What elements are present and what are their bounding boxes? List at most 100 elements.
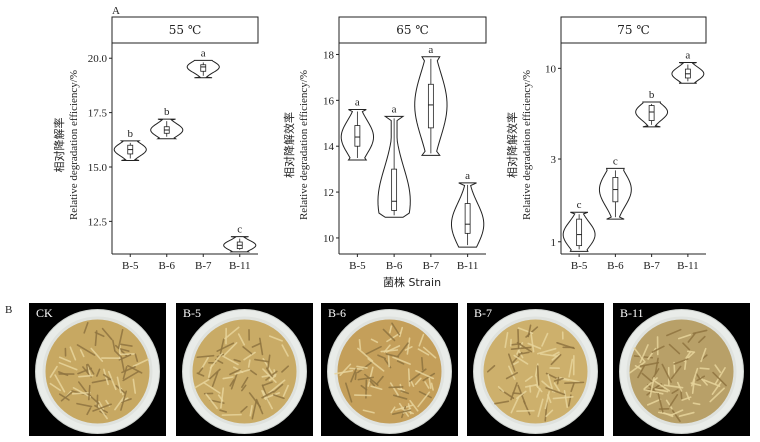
straw-strand [665, 399, 673, 410]
y-tick-label: 15.0 [88, 162, 108, 174]
straw-strand [643, 388, 664, 395]
straw-strand [654, 388, 669, 393]
photo-label-b7: B-7 [474, 306, 492, 320]
straw-strand [83, 322, 89, 334]
straw-strand [113, 349, 123, 359]
title-strip [338, 16, 487, 44]
straw-strand [517, 328, 520, 350]
straw-strand [370, 385, 383, 391]
straw-strand [536, 365, 540, 386]
straw-strand [417, 348, 430, 356]
letter-b-7: b [649, 89, 655, 101]
straw-strand [393, 394, 408, 400]
y-tick-label: 17.5 [88, 108, 108, 120]
straw-strand [95, 402, 108, 420]
straw-strand [203, 381, 221, 394]
y-tick-label: 10 [545, 63, 557, 75]
straw-strand [194, 378, 210, 389]
straw-bed [483, 319, 588, 424]
straw-strand [120, 343, 133, 347]
straw-strand [685, 391, 691, 401]
straw-strand [510, 396, 520, 414]
box-b-7 [427, 83, 434, 129]
straw-strand [409, 399, 419, 412]
chart-75c: 相对降解效率 Relative degradation efficiency/%… [505, 16, 707, 272]
straw-strand [508, 365, 516, 380]
chart-65c: 相对降解效率 Relative degradation efficiency/%… [282, 16, 487, 272]
title-strip [111, 16, 259, 44]
straw-strand [92, 403, 112, 412]
straw-strand [400, 390, 410, 395]
letter-b-6: a [392, 103, 397, 115]
straw-strand [654, 380, 671, 392]
straw-strand [517, 351, 530, 356]
straw-strand [223, 342, 238, 357]
straw-bed [629, 319, 734, 424]
straw-strand [430, 382, 434, 391]
straw-strand [504, 331, 509, 349]
straw-strand [118, 354, 132, 361]
straw-strand [639, 361, 660, 367]
x-tick-label: B-11 [677, 260, 699, 272]
letter-b-5: a [355, 97, 360, 109]
straw-strand [350, 368, 357, 383]
straw-strand [692, 402, 701, 406]
y-axis-label-en-75c: Relative degradation efficiency/% [521, 70, 533, 220]
straw-strand [671, 409, 681, 423]
straw-strand [545, 409, 554, 418]
straw-strand [247, 359, 251, 368]
straw-strand [687, 332, 696, 343]
straw-strand [134, 353, 139, 363]
straw-strand [243, 351, 256, 361]
straw-strand [127, 364, 143, 374]
straw-strand [651, 345, 665, 353]
straw-strand [78, 374, 94, 378]
straw-strand [90, 347, 104, 362]
straw-strand [58, 393, 70, 401]
straw-strand [364, 345, 382, 356]
straw-strand [646, 383, 661, 396]
straw-strand [262, 390, 273, 410]
straw-strand [222, 376, 234, 380]
straw-strand [265, 367, 273, 378]
y-axis-label-en-55c: Relative degradation efficiency/% [68, 70, 80, 220]
straw-strand [339, 363, 352, 376]
x-axis-label: 菌株 Strain [383, 275, 441, 289]
straw-strand [122, 366, 128, 380]
straw-strand [262, 381, 273, 387]
chart-title: 55 ℃ [169, 23, 202, 37]
y-tick-label: 12.5 [88, 216, 108, 228]
straw-strand [524, 375, 533, 382]
straw-strand [242, 346, 253, 355]
straw-strand [387, 354, 390, 368]
straw-strand [258, 337, 264, 356]
photo-ck: CK [29, 303, 166, 436]
y-tick-label: 10 [323, 233, 335, 245]
straw-strand [251, 400, 258, 420]
straw-strand [714, 367, 726, 385]
straw-strand [696, 375, 705, 382]
straw-strand [205, 393, 218, 410]
straw-strand [397, 342, 409, 358]
straw-strand [398, 326, 404, 338]
x-tick-label: B-6 [607, 260, 624, 272]
straw-strand [711, 381, 722, 396]
straw-strand [71, 391, 91, 395]
straw-strand [545, 387, 566, 396]
straw-strand [527, 342, 542, 350]
straw-strand [220, 387, 225, 409]
y-axis-label-zh-75c: 相对降解效率 [505, 112, 519, 178]
straw-strand [692, 329, 708, 335]
petri-dish-image [327, 309, 452, 434]
straw-strand [376, 375, 384, 385]
x-tick-label: B-11 [457, 260, 479, 272]
box-b-11 [464, 203, 471, 234]
petri-dish-image [619, 309, 744, 434]
straw-strand [641, 372, 653, 383]
x-tick-label: B-7 [643, 260, 660, 272]
straw-strand [527, 324, 532, 338]
straw-strand [699, 367, 710, 370]
straw-strand [428, 377, 432, 389]
y-axis-label-zh-65c: 相对降解效率 [282, 112, 296, 178]
straw-strand [112, 339, 116, 351]
